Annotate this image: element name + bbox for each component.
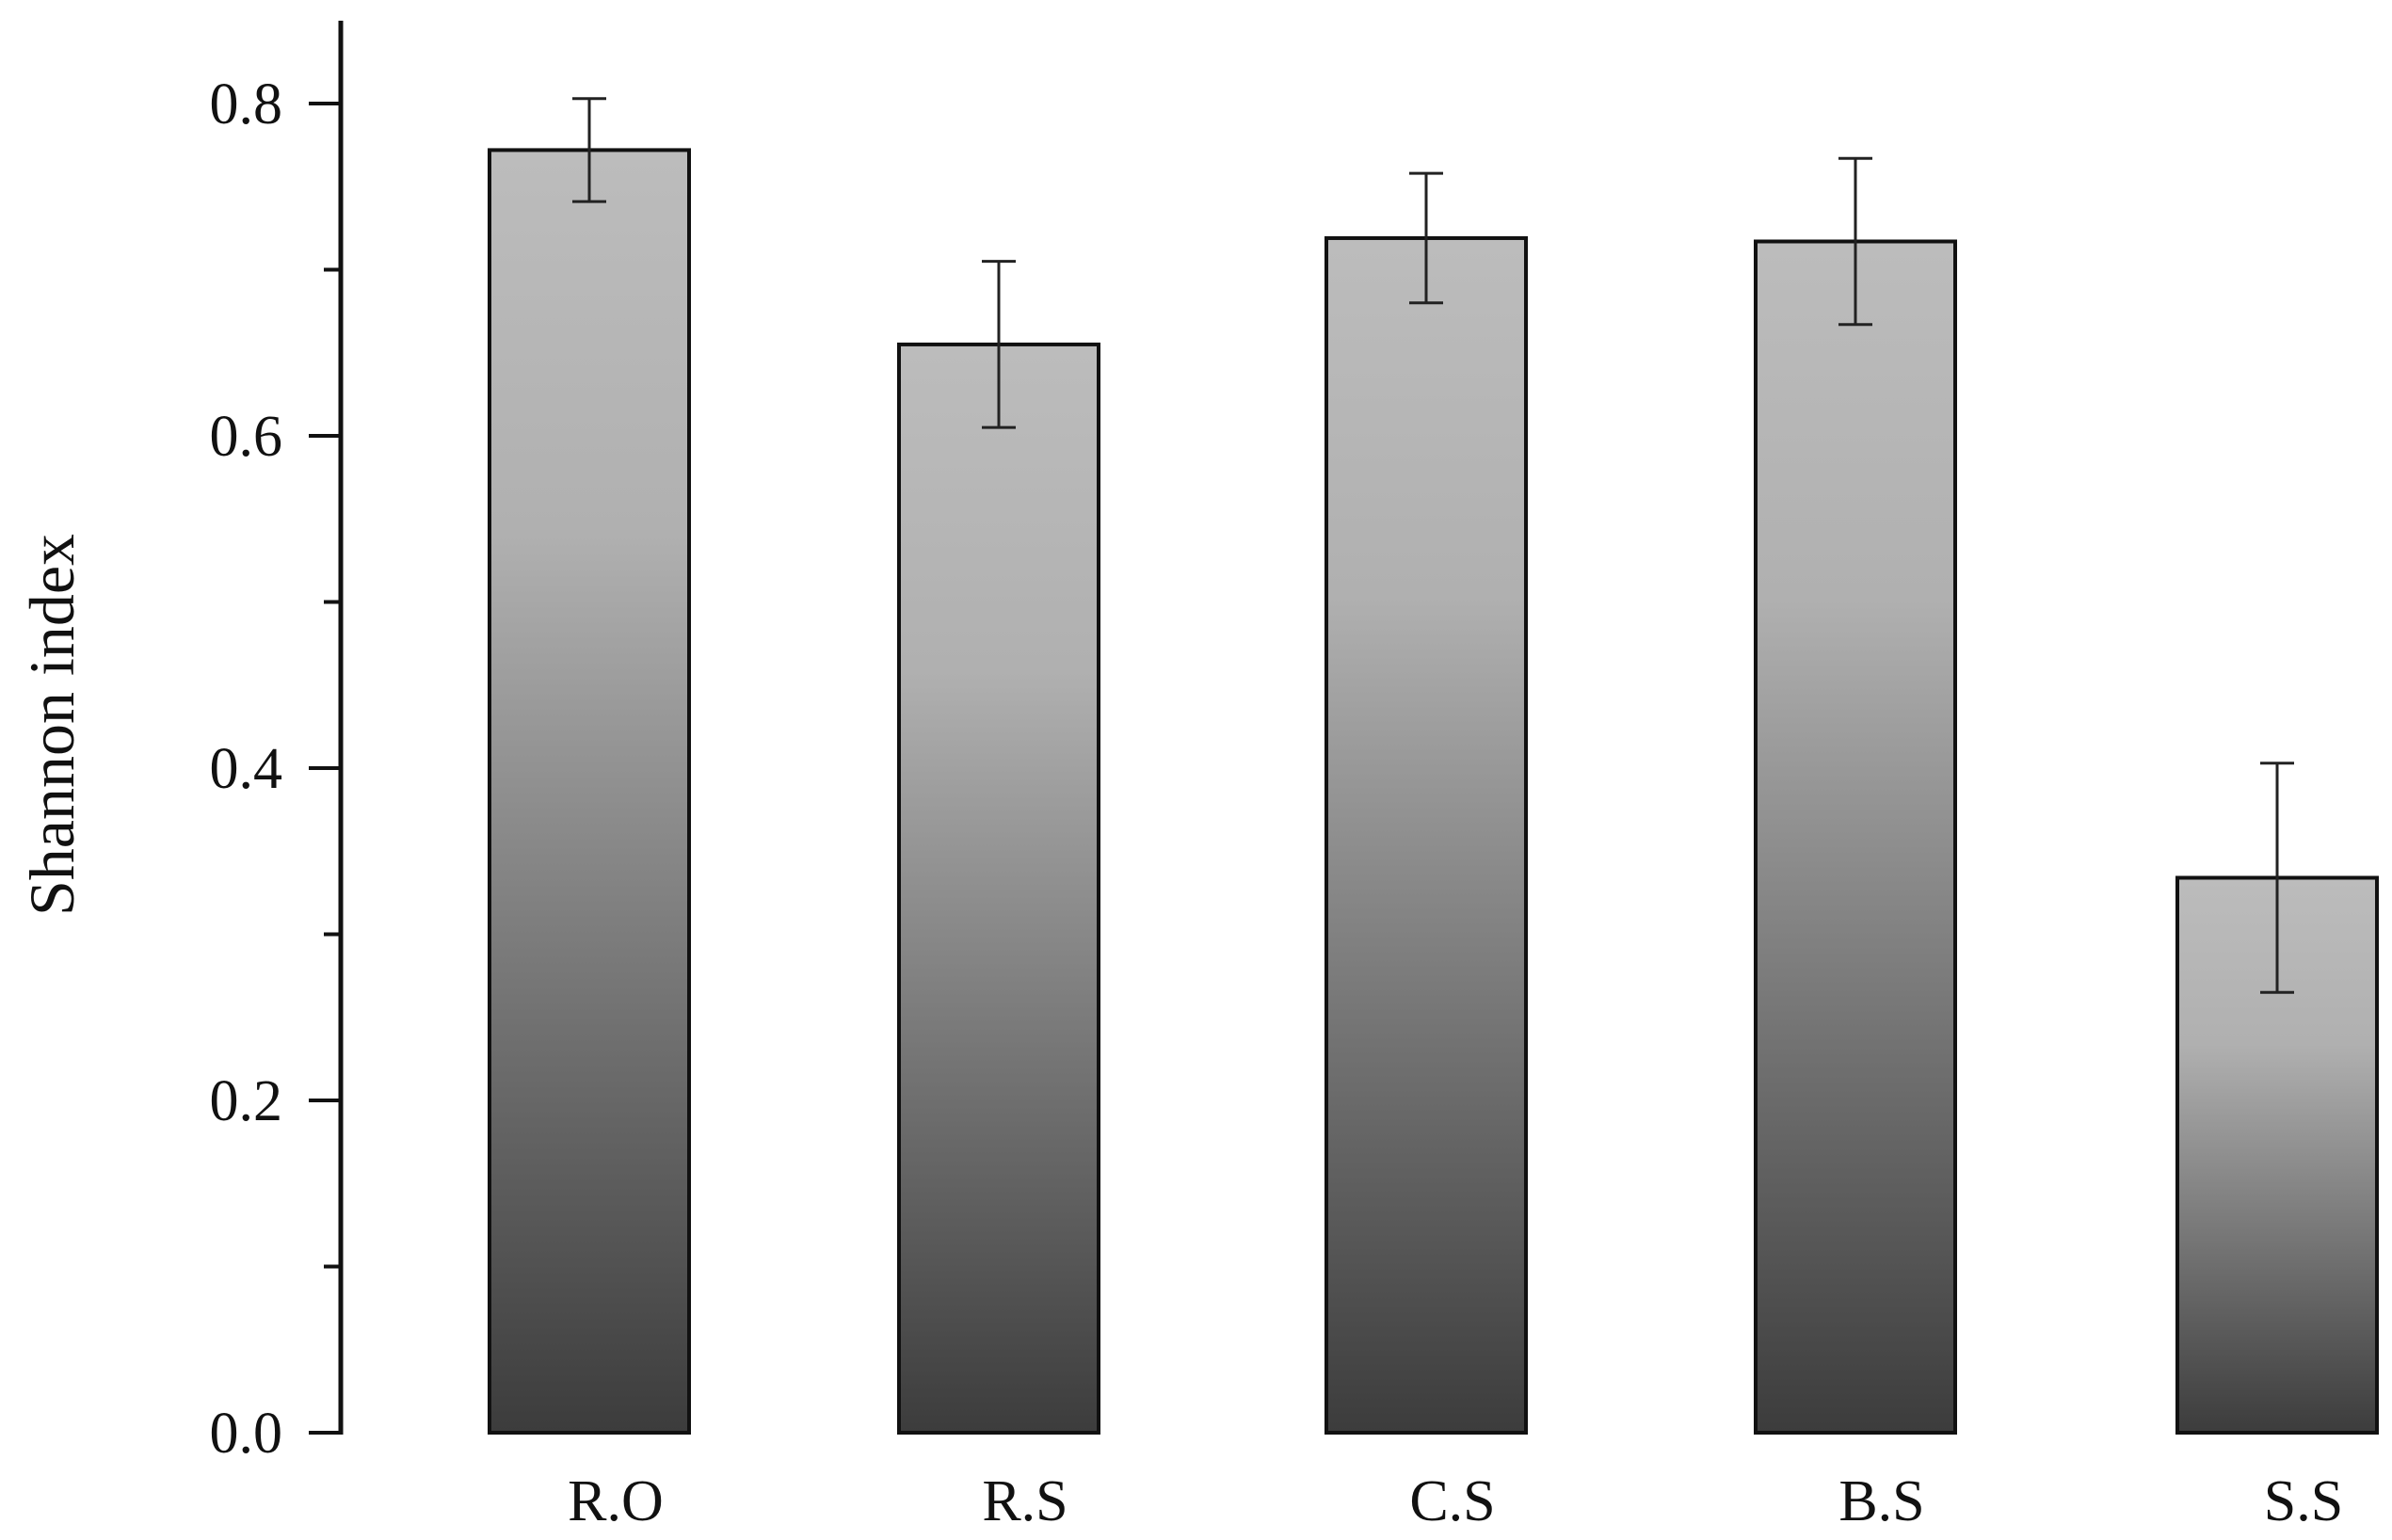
y-tick-label: 0.0 [210, 1402, 283, 1466]
bars [488, 148, 2379, 1436]
y-tick-label: 0.6 [210, 405, 283, 469]
y-axis-title: Shannon index [16, 534, 88, 916]
x-tick-label: B.S [1838, 1469, 1924, 1533]
x-tick-label: R.S [982, 1469, 1068, 1533]
y-tick-label: 0.2 [210, 1069, 283, 1133]
y-axis: 0.0 0.2 0.4 0.6 0.8 [210, 21, 344, 1466]
x-axis-labels: R.O R.S C.S B.S S.S [568, 1469, 2343, 1533]
x-tick-label: R.O [568, 1469, 664, 1533]
y-tick-label: 0.8 [210, 72, 283, 136]
bar-bs [1754, 239, 1957, 1435]
bar-ro [488, 148, 691, 1435]
error-bars [572, 97, 2294, 994]
x-tick-label: C.S [1409, 1469, 1495, 1533]
y-tick-label: 0.4 [210, 737, 283, 801]
bar-cs [1324, 235, 1528, 1436]
x-tick-label: S.S [2264, 1469, 2343, 1533]
bar-rs [897, 342, 1100, 1435]
